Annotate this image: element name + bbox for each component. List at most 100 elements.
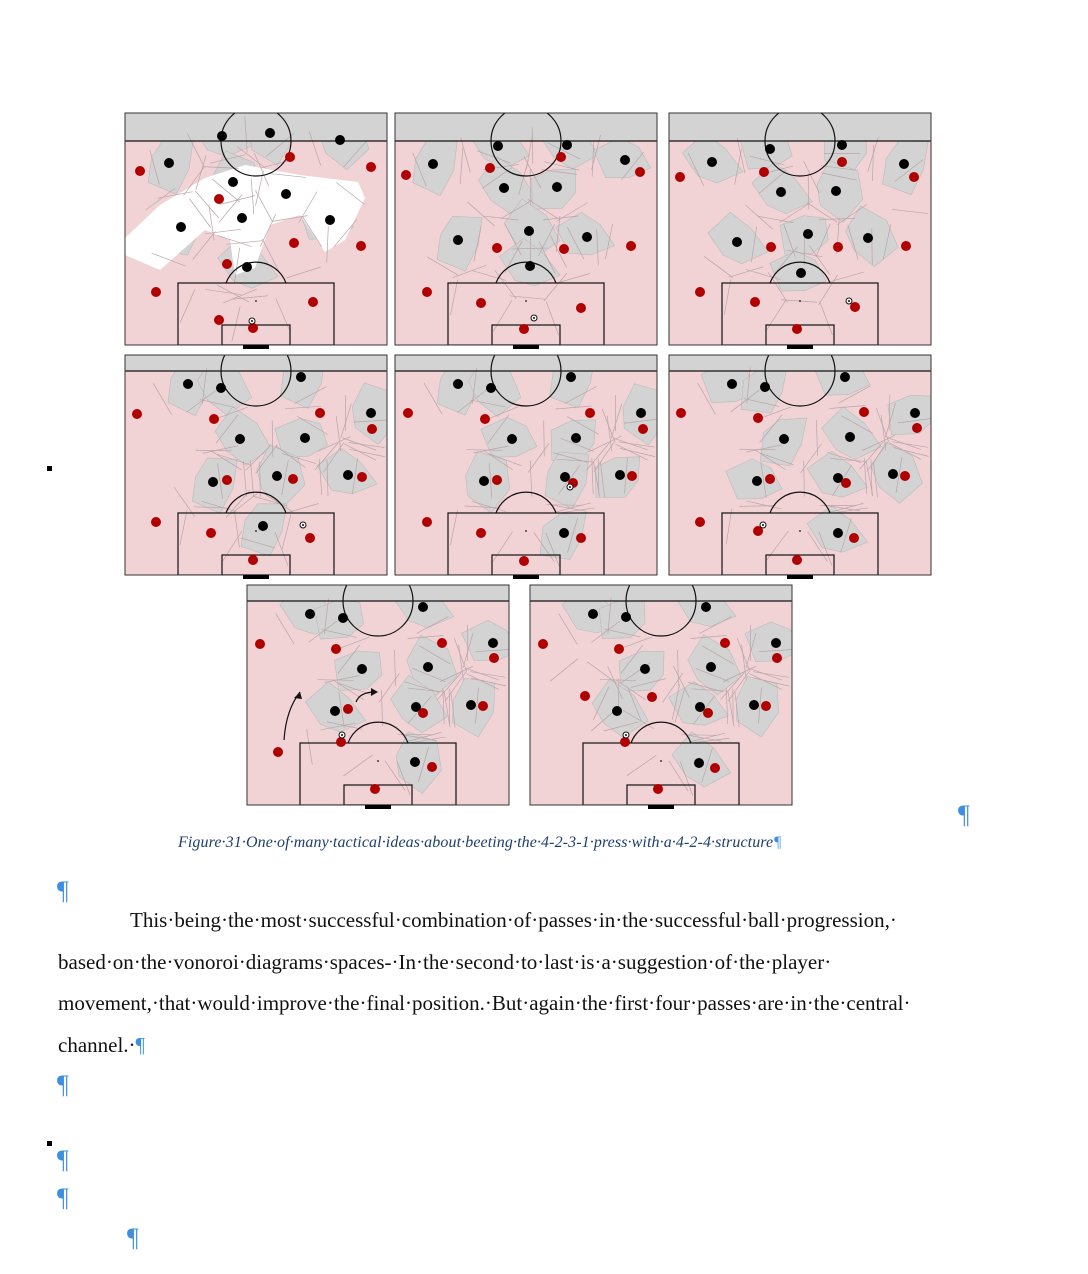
red-player: [305, 533, 315, 543]
black-player: [423, 662, 433, 672]
red-player: [753, 413, 763, 423]
caption-pilcrow: ¶: [773, 834, 782, 851]
black-player: [566, 372, 576, 382]
red-player: [422, 517, 432, 527]
penalty-box: [299, 742, 457, 805]
red-player: [626, 241, 636, 251]
centre-circle: [220, 113, 292, 177]
pitch-panel: [668, 354, 932, 579]
goal: [787, 345, 813, 349]
pitch-panel: [394, 354, 658, 579]
black-player: [694, 758, 704, 768]
penalty-box: [582, 742, 740, 805]
red-player: [556, 152, 566, 162]
black-player: [335, 135, 345, 145]
black-player: [833, 473, 843, 483]
empty-paragraph-mark: ¶: [57, 876, 69, 905]
black-player: [411, 702, 421, 712]
centre-circle: [220, 355, 292, 407]
centre-circle: [764, 113, 836, 177]
penalty-arc: [495, 491, 557, 514]
black-player: [552, 182, 562, 192]
red-player: [653, 784, 663, 794]
empty-paragraph-mark: ¶: [57, 1070, 69, 1099]
black-player: [559, 528, 569, 538]
pitch-panel: [668, 112, 932, 349]
black-player: [176, 222, 186, 232]
red-player: [772, 653, 782, 663]
black-player: [507, 434, 517, 444]
black-player: [183, 379, 193, 389]
black-player: [272, 471, 282, 481]
pitch-panel: [394, 112, 658, 349]
red-player: [418, 708, 428, 718]
red-player: [366, 162, 376, 172]
black-player: [636, 408, 646, 418]
red-player: [151, 517, 161, 527]
centre-circle: [490, 355, 562, 407]
black-player: [888, 469, 898, 479]
red-player: [720, 638, 730, 648]
black-player: [752, 476, 762, 486]
red-player: [288, 474, 298, 484]
red-player: [849, 533, 859, 543]
goal: [365, 805, 391, 809]
red-player: [833, 242, 843, 252]
black-player: [164, 158, 174, 168]
red-player: [703, 708, 713, 718]
red-player: [214, 315, 224, 325]
red-player: [766, 242, 776, 252]
black-player: [493, 141, 503, 151]
penalty-arc: [769, 261, 831, 284]
goal: [513, 345, 539, 349]
black-player: [343, 470, 353, 480]
black-player: [453, 379, 463, 389]
red-player: [209, 414, 219, 424]
black-player: [837, 140, 847, 150]
red-player: [285, 152, 295, 162]
red-player: [576, 303, 586, 313]
black-player: [732, 237, 742, 247]
centre-circle: [490, 113, 562, 177]
red-player: [580, 691, 590, 701]
empty-paragraph-mark: ¶: [57, 1183, 69, 1212]
black-player: [524, 226, 534, 236]
red-player: [576, 533, 586, 543]
black-player: [588, 609, 598, 619]
six-yard-box: [491, 554, 561, 575]
red-player: [761, 701, 771, 711]
red-player: [675, 172, 685, 182]
red-player: [627, 471, 637, 481]
goal: [787, 575, 813, 579]
black-player: [621, 612, 631, 622]
red-player: [710, 763, 720, 773]
black-player: [779, 434, 789, 444]
black-player: [281, 189, 291, 199]
black-player: [620, 155, 630, 165]
penalty-box: [177, 512, 335, 575]
black-player: [418, 602, 428, 612]
voronoi-edges: [412, 127, 645, 336]
pitch-panel: [246, 584, 510, 809]
red-player: [585, 408, 595, 418]
red-player: [489, 653, 499, 663]
red-player: [427, 762, 437, 772]
red-player: [559, 244, 569, 254]
red-player: [519, 324, 529, 334]
red-player: [315, 408, 325, 418]
goal: [243, 575, 269, 579]
black-player: [296, 372, 306, 382]
red-player: [492, 243, 502, 253]
red-player: [841, 478, 851, 488]
black-player: [571, 433, 581, 443]
red-player: [635, 167, 645, 177]
black-player: [208, 477, 218, 487]
red-player: [437, 638, 447, 648]
black-player: [776, 187, 786, 197]
penalty-arc: [769, 491, 831, 514]
voronoi-edges: [153, 368, 387, 566]
red-player: [792, 555, 802, 565]
black-player: [765, 144, 775, 154]
black-player: [845, 432, 855, 442]
paragraph-end-pilcrow: ¶: [135, 1032, 146, 1057]
